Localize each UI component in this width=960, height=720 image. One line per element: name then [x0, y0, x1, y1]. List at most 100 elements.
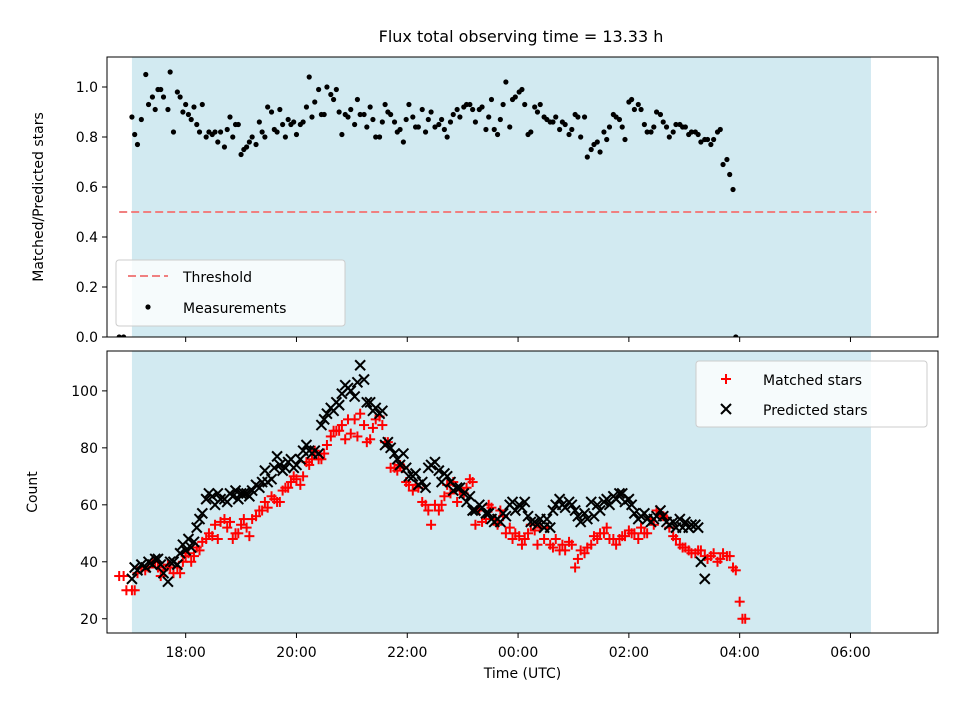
- predicted-star-point: [271, 450, 283, 463]
- measurement-point: [436, 121, 442, 128]
- matched-star-point: [500, 528, 511, 539]
- measurement-point: [149, 94, 156, 100]
- ratio-panel: 0.0 0.2 0.4 0.6 0.8 1.0 Matched/Predicted star…: [31, 56, 939, 346]
- measurement-point: [333, 86, 339, 93]
- measurement-point: [532, 104, 538, 110]
- matched-star-point: [262, 502, 273, 513]
- y-tick-label: 0.8: [76, 130, 98, 146]
- matched-star-point: [319, 448, 330, 459]
- matched-star-point: [257, 505, 268, 516]
- measurement-point: [160, 94, 167, 100]
- predicted-star-point: [243, 490, 256, 502]
- matched-star-point: [283, 482, 294, 493]
- predicted-star-point: [400, 462, 412, 474]
- measurement-point: [364, 124, 370, 130]
- y-tick-label: 0.6: [76, 180, 98, 196]
- matched-star-point: [219, 514, 230, 525]
- predicted-star-point: [458, 487, 470, 500]
- predicted-star-point: [358, 373, 370, 386]
- predicted-star-point: [333, 399, 345, 411]
- matched-star-point: [304, 459, 315, 470]
- matched-star-point: [334, 425, 345, 436]
- matched-star-point: [224, 516, 235, 527]
- measurement-point: [704, 136, 711, 143]
- y-tick-label: 0.0: [76, 330, 98, 346]
- matched-star-point: [560, 545, 571, 556]
- matched-star-point: [636, 522, 647, 533]
- predicted-star-point: [191, 521, 203, 534]
- predicted-star-point: [131, 564, 144, 577]
- predicted-star-point: [300, 439, 313, 451]
- measurement-point: [357, 111, 363, 118]
- measurement-point: [285, 116, 291, 123]
- measurement-point: [688, 129, 695, 135]
- measurement-point: [293, 131, 300, 138]
- measurement-point: [253, 141, 259, 148]
- measurement-point: [601, 129, 607, 135]
- measurement-point: [537, 101, 543, 108]
- predicted-star-point: [193, 513, 206, 525]
- measurement-point: [419, 106, 425, 113]
- matched-star-point: [715, 553, 726, 564]
- measurement-point: [158, 86, 164, 93]
- predicted-star-point: [206, 490, 218, 502]
- predicted-star-point: [506, 496, 519, 508]
- matched-star-point: [359, 420, 370, 431]
- predicted-star-point: [126, 573, 138, 585]
- measurement-point: [441, 126, 447, 133]
- predicted-star-point: [679, 516, 692, 528]
- measurement-point: [648, 129, 654, 135]
- measurement-point: [262, 134, 268, 140]
- matched-star-point: [175, 568, 186, 579]
- measurement-point: [183, 101, 189, 108]
- matched-star-point: [118, 571, 129, 582]
- measurement-point: [519, 86, 525, 93]
- predicted-star-point: [155, 558, 167, 571]
- measurement-point: [165, 106, 171, 113]
- predicted-star-point: [500, 510, 512, 522]
- measurement-point: [415, 124, 421, 130]
- matched-star-point: [598, 528, 609, 539]
- measurement-point: [244, 144, 250, 150]
- predicted-star-point: [531, 519, 544, 531]
- predicted-star-point: [525, 516, 537, 528]
- matched-star-point: [566, 539, 577, 550]
- measurement-point: [528, 129, 534, 135]
- measurement-point: [403, 116, 409, 123]
- predicted-star-point: [516, 501, 528, 514]
- measurement-point: [507, 124, 513, 130]
- x-tick-label: 04:00: [719, 645, 759, 661]
- x-tick-label: 00:00: [498, 645, 538, 661]
- y-tick-label: 40: [80, 555, 98, 571]
- measurement-point: [604, 136, 610, 143]
- matched-star-point: [291, 474, 302, 485]
- predicted-star-point: [369, 402, 382, 414]
- measurement-point: [235, 121, 241, 128]
- measurement-point: [348, 106, 354, 113]
- measurement-point: [711, 136, 717, 143]
- predicted-star-point: [654, 504, 667, 517]
- predicted-star-point: [253, 482, 266, 494]
- predicted-star-point: [699, 573, 711, 585]
- measurement-point: [306, 74, 312, 80]
- measurement-point: [316, 86, 322, 93]
- measurement-point: [550, 119, 556, 125]
- predicted-star-point: [361, 396, 373, 408]
- matched-star-point: [740, 613, 751, 624]
- measurement-point: [483, 126, 489, 133]
- matched-star-point: [586, 539, 597, 550]
- predicted-star-point: [585, 496, 597, 508]
- measurement-point: [303, 104, 310, 110]
- matched-star-point: [601, 522, 612, 533]
- predicted-star-point: [667, 516, 679, 528]
- matched-star-point: [642, 528, 653, 539]
- matched-star-point: [349, 414, 360, 425]
- matched-star-point: [244, 531, 255, 542]
- measurement-point: [388, 111, 394, 118]
- measurement-point: [215, 139, 221, 145]
- predicted-star-point: [685, 519, 698, 531]
- measurement-point: [373, 134, 379, 140]
- measurement-point: [265, 104, 271, 110]
- predicted-star-point: [274, 459, 286, 471]
- predicted-star-point: [574, 516, 587, 528]
